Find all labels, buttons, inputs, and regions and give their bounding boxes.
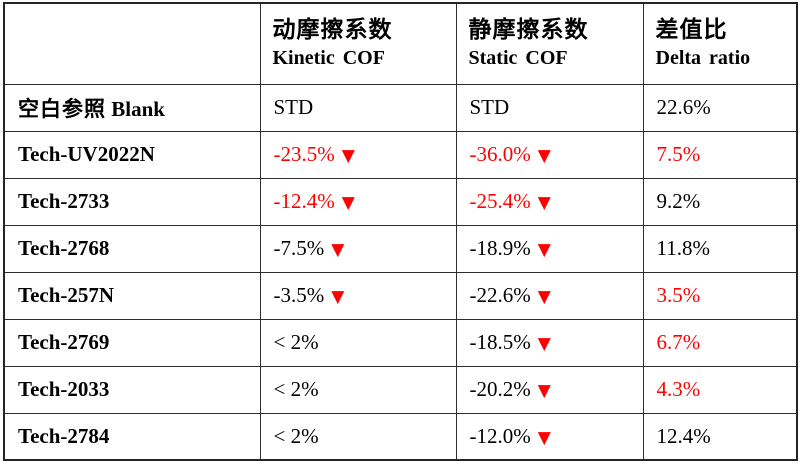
table-row: Tech-257N -3.5% ▼ -22.6% ▼ 3.5% xyxy=(3,271,798,320)
down-arrow-icon: ▼ xyxy=(537,287,551,307)
static-cof-value: STD xyxy=(469,95,510,119)
table-body: 空白参照 Blank STD STD 22.6% Tech-UV2022N -2… xyxy=(3,83,798,461)
kinetic-cof-value: -3.5% xyxy=(273,283,325,307)
delta-ratio-value: 4.3% xyxy=(656,377,701,401)
sample-name-cell: Tech-2784 xyxy=(3,412,261,461)
static-cof-value: -25.4% xyxy=(469,189,531,213)
kinetic-cof-value: < 2% xyxy=(273,423,319,448)
delta-ratio-value: 6.7% xyxy=(656,330,701,354)
table-row: Tech-2768 -7.5% ▼ -18.9% ▼ 11.8% xyxy=(3,224,798,273)
delta-ratio-cell: 7.5% xyxy=(642,130,798,179)
header-kinetic-zh: 动摩擦系数 xyxy=(272,15,393,42)
static-cof-value: -12.0% xyxy=(469,423,531,448)
sample-name-cell: Tech-2033 xyxy=(3,365,261,414)
delta-ratio-cell: 4.3% xyxy=(642,365,798,414)
kinetic-cof-value: < 2% xyxy=(273,330,319,354)
kinetic-cof-cell: < 2% xyxy=(259,365,457,414)
static-cof-value: -22.6% xyxy=(469,283,531,307)
delta-ratio-value: 9.2% xyxy=(656,189,701,213)
static-cof-cell: -36.0% ▼ xyxy=(455,130,644,179)
static-cof-cell: -25.4% ▼ xyxy=(455,177,644,226)
sample-name-en: Blank xyxy=(111,96,165,121)
header-delta-en: Delta ratio xyxy=(655,46,751,69)
static-cof-value: -18.9% xyxy=(469,236,531,260)
table-row: Tech-UV2022N -23.5% ▼ -36.0% ▼ 7.5% xyxy=(3,130,798,179)
kinetic-cof-cell: < 2% xyxy=(259,318,457,367)
sample-name-cell: Tech-2769 xyxy=(3,318,261,367)
delta-ratio-value: 3.5% xyxy=(656,283,701,307)
table-header: 动摩擦系数 Kinetic COF 静摩擦系数 Static COF 差值比 D… xyxy=(3,2,798,85)
header-delta-ratio-cell: 差值比 Delta ratio xyxy=(642,2,798,85)
sample-name-en: Tech-2033 xyxy=(18,377,110,401)
down-arrow-icon: ▼ xyxy=(537,427,551,448)
delta-ratio-value: 7.5% xyxy=(656,142,701,166)
sample-name-en: Tech-2768 xyxy=(18,236,110,260)
header-kinetic-en: Kinetic COF xyxy=(272,46,385,69)
table-row: Tech-2733 -12.4% ▼ -25.4% ▼ 9.2% xyxy=(3,177,798,226)
header-static-en: Static COF xyxy=(468,46,568,69)
down-arrow-icon: ▼ xyxy=(341,193,355,213)
down-arrow-icon: ▼ xyxy=(331,287,345,307)
delta-ratio-value: 22.6% xyxy=(656,95,711,119)
sample-name-en: Tech-2769 xyxy=(18,330,110,354)
header-row: 动摩擦系数 Kinetic COF 静摩擦系数 Static COF 差值比 D… xyxy=(3,2,798,85)
sample-name-cell: Tech-2733 xyxy=(3,177,261,226)
sample-name-en: Tech-2733 xyxy=(18,189,110,213)
static-cof-value: -36.0% xyxy=(469,142,531,166)
static-cof-value: -20.2% xyxy=(469,377,531,401)
sample-name-en: Tech-257N xyxy=(18,283,115,307)
delta-ratio-cell: 12.4% xyxy=(642,412,798,461)
delta-ratio-cell: 3.5% xyxy=(642,271,798,320)
static-cof-cell: STD xyxy=(455,83,644,132)
sample-name-cell: Tech-UV2022N xyxy=(3,130,261,179)
cof-comparison-table: 动摩擦系数 Kinetic COF 静摩擦系数 Static COF 差值比 D… xyxy=(3,2,798,461)
delta-ratio-cell: 6.7% xyxy=(642,318,798,367)
table-row: Tech-2033 < 2% -20.2% ▼ 4.3% xyxy=(3,365,798,414)
down-arrow-icon: ▼ xyxy=(341,146,355,166)
delta-ratio-value: 11.8% xyxy=(656,236,710,260)
sample-name-cell: Tech-2768 xyxy=(3,224,261,273)
static-cof-cell: -20.2% ▼ xyxy=(455,365,644,414)
kinetic-cof-value: -23.5% xyxy=(273,142,335,166)
delta-ratio-cell: 22.6% xyxy=(642,83,798,132)
kinetic-cof-cell: STD xyxy=(259,83,457,132)
kinetic-cof-value: -12.4% xyxy=(273,189,335,213)
header-static-cof-cell: 静摩擦系数 Static COF xyxy=(455,2,644,85)
sample-name-en: Tech-2784 xyxy=(18,423,110,448)
header-sample-cell xyxy=(3,2,261,85)
kinetic-cof-cell: < 2% xyxy=(259,412,457,461)
kinetic-cof-cell: -12.4% ▼ xyxy=(259,177,457,226)
delta-ratio-cell: 9.2% xyxy=(642,177,798,226)
header-static-zh: 静摩擦系数 xyxy=(468,15,589,42)
down-arrow-icon: ▼ xyxy=(537,334,551,354)
kinetic-cof-cell: -23.5% ▼ xyxy=(259,130,457,179)
sample-name-cell: Tech-257N xyxy=(3,271,261,320)
static-cof-cell: -22.6% ▼ xyxy=(455,271,644,320)
table-row: 空白参照 Blank STD STD 22.6% xyxy=(3,83,798,132)
down-arrow-icon: ▼ xyxy=(537,146,551,166)
kinetic-cof-value: -7.5% xyxy=(273,236,325,260)
down-arrow-icon: ▼ xyxy=(537,240,551,260)
sample-name-zh: 空白参照 xyxy=(18,97,106,121)
sample-name-en: Tech-UV2022N xyxy=(18,142,155,166)
table-row: Tech-2784 < 2% -12.0% ▼ 12.4% xyxy=(3,412,798,461)
static-cof-cell: -12.0% ▼ xyxy=(455,412,644,461)
static-cof-cell: -18.9% ▼ xyxy=(455,224,644,273)
down-arrow-icon: ▼ xyxy=(537,193,551,213)
delta-ratio-cell: 11.8% xyxy=(642,224,798,273)
delta-ratio-value: 12.4% xyxy=(656,423,711,448)
kinetic-cof-cell: -7.5% ▼ xyxy=(259,224,457,273)
kinetic-cof-value: < 2% xyxy=(273,377,319,401)
static-cof-value: -18.5% xyxy=(469,330,531,354)
static-cof-cell: -18.5% ▼ xyxy=(455,318,644,367)
table-row: Tech-2769 < 2% -18.5% ▼ 6.7% xyxy=(3,318,798,367)
header-delta-zh: 差值比 xyxy=(655,15,728,42)
sample-name-cell: 空白参照 Blank xyxy=(3,83,261,132)
down-arrow-icon: ▼ xyxy=(331,240,345,260)
kinetic-cof-value: STD xyxy=(273,95,314,119)
kinetic-cof-cell: -3.5% ▼ xyxy=(259,271,457,320)
down-arrow-icon: ▼ xyxy=(537,381,551,401)
header-kinetic-cof-cell: 动摩擦系数 Kinetic COF xyxy=(259,2,457,85)
